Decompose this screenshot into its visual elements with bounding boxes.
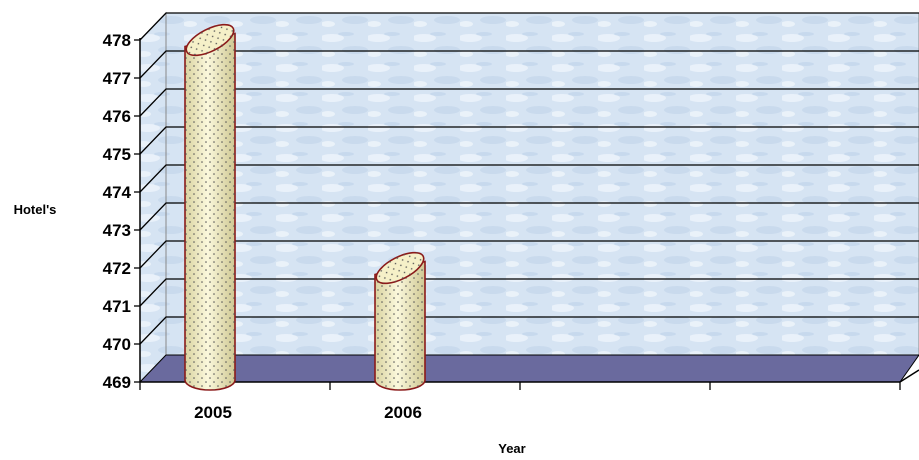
- gridlines: [139, 12, 919, 345]
- gridline: [139, 164, 919, 193]
- y-tick-label: 474: [103, 183, 132, 202]
- bar: [374, 251, 426, 391]
- gridline: [139, 50, 919, 79]
- x-axis-title: Year: [498, 441, 525, 456]
- bar-texture: [185, 33, 235, 390]
- x-tick-label: 2005: [194, 403, 232, 422]
- back-wall: [165, 12, 919, 356]
- y-axis-ticks: 469 470 471 472 473 474 475 476 477 478: [103, 31, 140, 392]
- x-axis-end: [899, 369, 919, 383]
- floor-plane: [138, 354, 919, 383]
- bar-top-texture: [186, 24, 234, 56]
- gridline: [139, 88, 919, 117]
- y-tick-label: 471: [103, 297, 131, 316]
- gridline: [139, 240, 919, 269]
- y-tick-label: 476: [103, 107, 131, 126]
- y-tick-label: 475: [103, 145, 131, 164]
- y-tick-label: 469: [103, 373, 131, 392]
- bar-texture: [375, 261, 425, 390]
- gridline: [139, 278, 919, 307]
- y-tick-label: 478: [103, 31, 131, 50]
- y-tick-label: 477: [103, 69, 131, 88]
- gridline: [139, 12, 919, 41]
- y-tick-label: 473: [103, 221, 131, 240]
- x-tick-label: 2006: [384, 403, 422, 422]
- plot-walls: [139, 11, 919, 384]
- bars: [184, 23, 426, 391]
- gridline: [139, 202, 919, 231]
- bar: [184, 23, 236, 391]
- y-tick-label: 470: [103, 335, 131, 354]
- gridline: [139, 126, 919, 155]
- y-axis-title: Hotel's: [14, 202, 57, 217]
- x-axis-ticks: 2005 2006: [139, 382, 901, 422]
- y-tick-label: 472: [103, 259, 131, 278]
- gridline: [139, 316, 919, 345]
- plot-floor: [138, 354, 919, 383]
- side-wall: [139, 11, 167, 384]
- bar-top-texture: [376, 252, 424, 284]
